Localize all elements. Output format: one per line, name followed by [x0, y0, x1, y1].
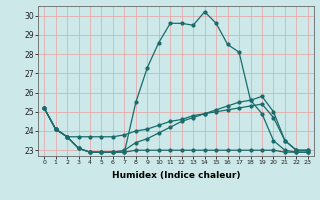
- X-axis label: Humidex (Indice chaleur): Humidex (Indice chaleur): [112, 171, 240, 180]
